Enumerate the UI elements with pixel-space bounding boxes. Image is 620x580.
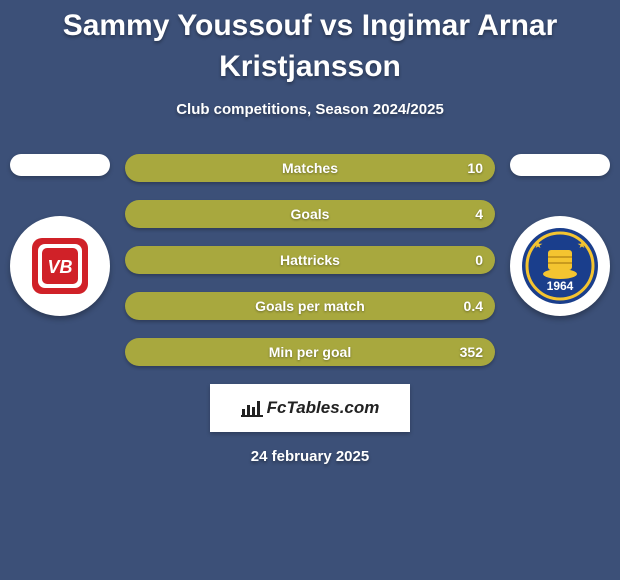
svg-text:VB: VB: [47, 257, 72, 277]
page-title: Sammy Youssouf vs Ingimar Arnar Kristjan…: [0, 0, 620, 87]
stat-label: Min per goal: [269, 344, 351, 360]
brand-text: FcTables.com: [267, 398, 380, 418]
date-text: 24 february 2025: [0, 448, 620, 465]
player-left-club-badge: VB: [10, 216, 110, 316]
svg-text:1964: 1964: [547, 279, 574, 293]
player-left-column: VB: [10, 154, 110, 316]
stat-label: Goals per match: [255, 298, 365, 314]
brand-logo-box: FcTables.com: [210, 384, 410, 432]
stat-row: Hattricks 0: [125, 246, 495, 274]
stat-right-value: 0: [475, 252, 483, 268]
stat-right-value: 0.4: [464, 298, 483, 314]
subtitle: Club competitions, Season 2024/2025: [0, 101, 620, 118]
bar-chart-icon: [241, 399, 263, 417]
stat-row: Goals per match 0.4: [125, 292, 495, 320]
stat-row: Goals 4: [125, 200, 495, 228]
comparison-content: VB 1964 Matches 10: [0, 154, 620, 366]
stat-label: Hattricks: [280, 252, 340, 268]
player-right-column: 1964: [510, 154, 610, 316]
stat-right-value: 4: [475, 206, 483, 222]
stat-label: Matches: [282, 160, 338, 176]
stat-bars: Matches 10 Goals 4 Hattricks 0 Goals per…: [125, 154, 495, 366]
stat-right-value: 10: [467, 160, 483, 176]
club-badge-left-icon: VB: [20, 226, 100, 306]
club-badge-right-icon: 1964: [518, 224, 602, 308]
stat-row: Matches 10: [125, 154, 495, 182]
stat-row: Min per goal 352: [125, 338, 495, 366]
player-right-name-pill: [510, 154, 610, 176]
player-right-club-badge: 1964: [510, 216, 610, 316]
player-left-name-pill: [10, 154, 110, 176]
stat-right-value: 352: [460, 344, 483, 360]
stat-label: Goals: [291, 206, 330, 222]
